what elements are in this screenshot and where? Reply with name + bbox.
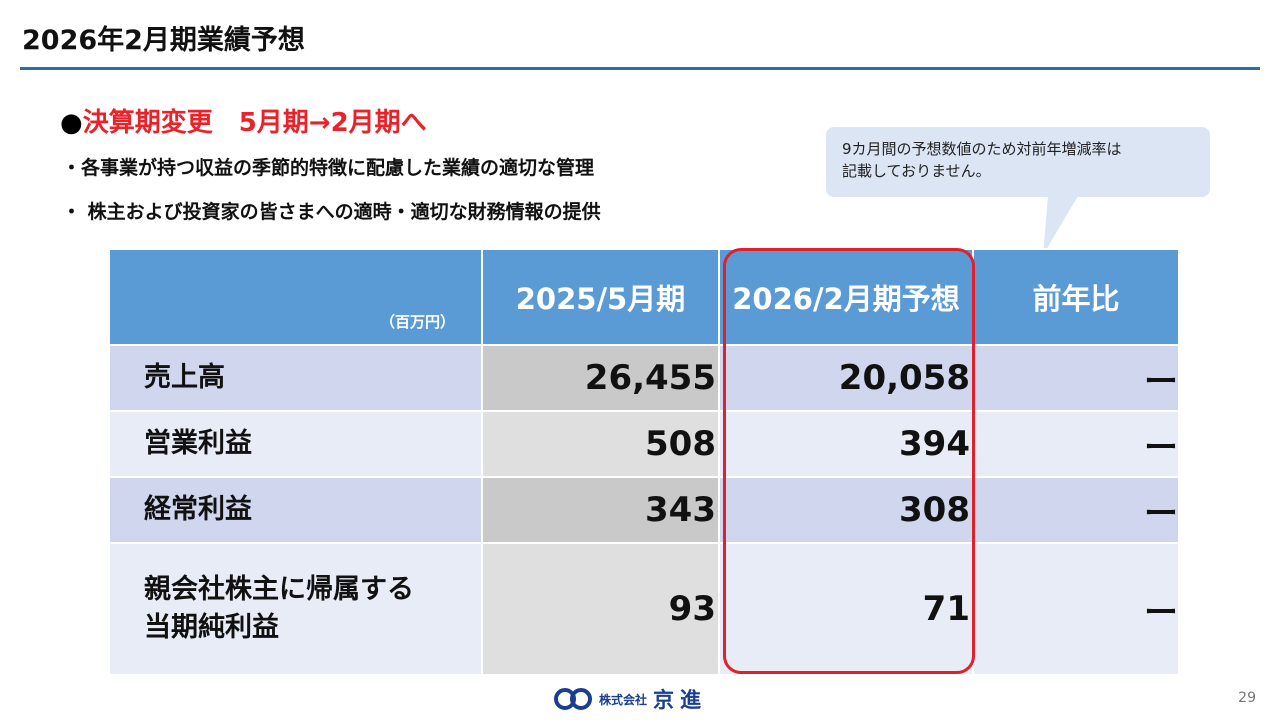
table-row: 営業利益 508 394 ー: [108, 410, 1180, 478]
callout-line: 記載しておりません。: [842, 162, 991, 180]
bullet-item: ・各事業が持つ収益の季節的特徴に配慮した業績の適切な管理: [62, 157, 595, 179]
heading-text: 決算期変更 5月期→2月期へ: [82, 108, 427, 138]
forecast-column-highlight: [723, 248, 975, 674]
yoy-value: ー: [972, 344, 1180, 412]
table-header-row: （百万円） 2025/5月期 2026/2月期予想 前年比: [108, 248, 1180, 346]
unit-header-cell: （百万円）: [108, 248, 483, 346]
section-heading: ●決算期変更 5月期→2月期へ: [60, 102, 427, 139]
value-2025: 93: [481, 542, 720, 676]
table-row: 親会社株主に帰属する 当期純利益 93 71 ー: [108, 542, 1180, 676]
slide-title: 2026年2月期業績予想: [22, 25, 305, 56]
unit-label: （百万円）: [379, 313, 455, 331]
yoy-value: ー: [972, 410, 1180, 478]
table-row: 経常利益 343 308 ー: [108, 476, 1180, 544]
row-label: 売上高: [108, 344, 483, 412]
value-2026-forecast: 71: [718, 542, 974, 676]
bullet-list: ・各事業が持つ収益の季節的特徴に配慮した業績の適切な管理 ・ 株主および投資家の…: [62, 152, 601, 240]
page-number: 29: [1238, 690, 1256, 706]
company-logo: 株式会社 京進: [553, 686, 707, 712]
logo-company-name: 京進: [653, 688, 708, 712]
value-2026-forecast: 308: [718, 476, 974, 544]
yoy-value: ー: [972, 476, 1180, 544]
callout-note: 9カ月間の予想数値のため対前年増減率は 記載しておりません。: [826, 127, 1210, 197]
value-2026-forecast: 20,058: [718, 344, 974, 412]
row-label: 経常利益: [108, 476, 483, 544]
title-rule: [20, 67, 1260, 70]
financial-forecast-table: （百万円） 2025/5月期 2026/2月期予想 前年比 売上高 26,455…: [108, 248, 1180, 676]
value-2026-forecast: 394: [718, 410, 974, 478]
column-header: 前年比: [972, 248, 1180, 346]
logo-company-prefix: 株式会社: [599, 692, 648, 707]
table-row: 売上高 26,455 20,058 ー: [108, 344, 1180, 412]
column-header: 2026/2月期予想: [718, 248, 974, 346]
heading-bullet: ●: [60, 108, 83, 138]
column-header: 2025/5月期: [481, 248, 720, 346]
value-2025: 508: [481, 410, 720, 478]
yoy-value: ー: [972, 542, 1180, 676]
row-label: 営業利益: [108, 410, 483, 478]
bullet-item: ・ 株主および投資家の皆さまへの適時・適切な財務情報の提供: [62, 201, 601, 223]
value-2025: 343: [481, 476, 720, 544]
logo-mark-icon: [554, 688, 592, 710]
row-label: 親会社株主に帰属する 当期純利益: [108, 542, 483, 676]
callout-line: 9カ月間の予想数値のため対前年増減率は: [842, 140, 1122, 158]
value-2025: 26,455: [481, 344, 720, 412]
